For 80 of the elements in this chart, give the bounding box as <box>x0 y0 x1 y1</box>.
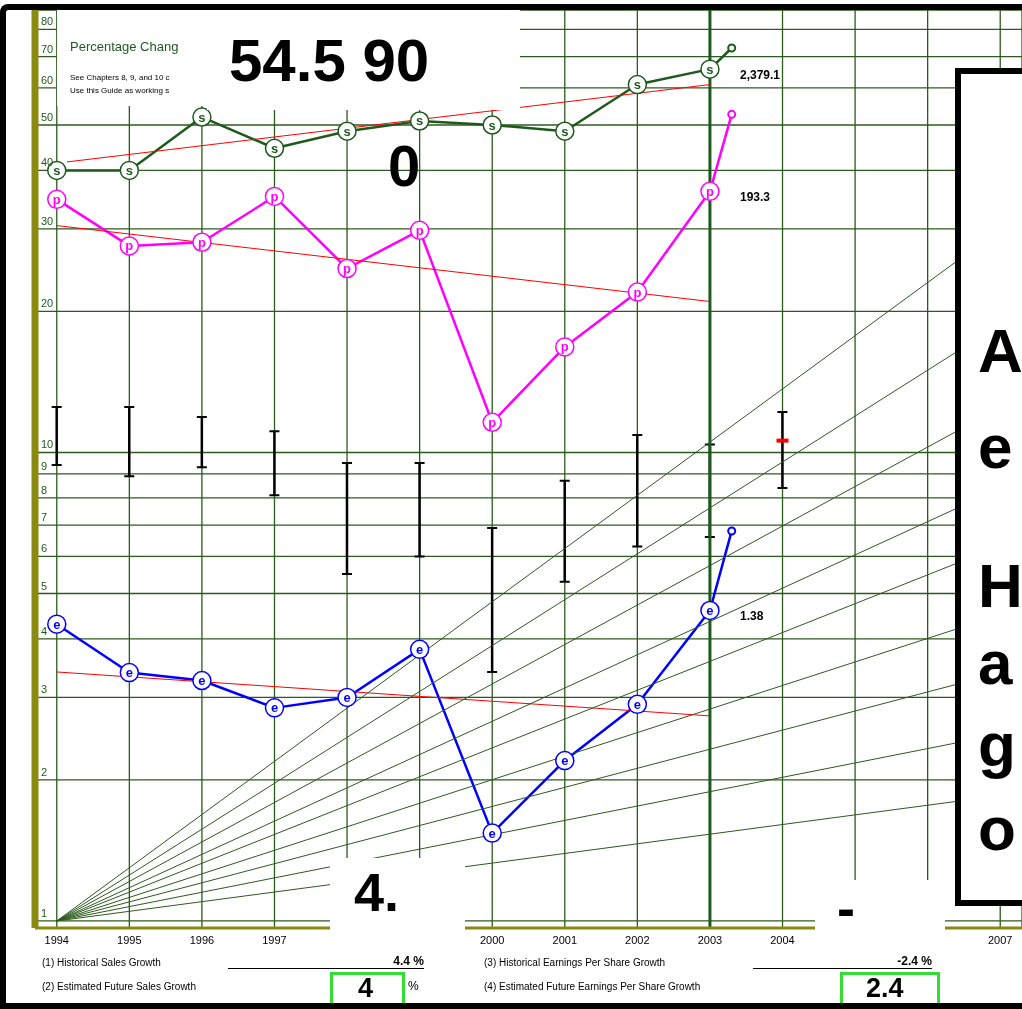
x-tick-label: 2003 <box>697 933 723 946</box>
y-tick-label: 5 <box>41 579 48 592</box>
y-tick-label: 3 <box>41 683 48 696</box>
text: (3) Historical Earnings Per Share Growth <box>484 957 666 969</box>
series-label: e <box>198 673 206 689</box>
text: p <box>52 191 61 207</box>
annotation: A <box>978 316 1022 385</box>
x-tick-label: 1996 <box>189 933 215 946</box>
text: s <box>633 77 641 93</box>
annotation: - <box>815 878 945 948</box>
text: s <box>270 140 279 156</box>
text: p <box>270 188 279 204</box>
annotation: 1.38 <box>740 609 764 623</box>
text: e <box>270 700 279 716</box>
text: p <box>560 339 569 355</box>
annotation: 4. <box>330 858 465 948</box>
text: s <box>488 117 496 133</box>
text: p <box>343 261 352 276</box>
x-tick-label: 2004 <box>770 933 795 946</box>
x-tick-label: 2000 <box>479 933 505 946</box>
text: (2) Estimated Future Sales Growth <box>42 981 196 993</box>
y-tick-label: 2 <box>41 765 48 778</box>
text: (1) Historical Sales Growth <box>42 957 161 969</box>
x-tick-label: 1994 <box>44 933 70 946</box>
x-tick-label: 2007 <box>987 933 1013 946</box>
y-tick-label: 80 <box>41 15 54 28</box>
text: 4.4 % <box>228 954 424 969</box>
text: p <box>488 414 497 430</box>
y-tick-label: 30 <box>41 214 54 227</box>
text: s <box>561 123 569 139</box>
annotation: H <box>978 551 1022 620</box>
text: p <box>633 284 642 300</box>
y-tick-label: 4 <box>41 624 48 637</box>
y-tick-label: 70 <box>41 42 54 55</box>
series-label: p <box>197 234 206 250</box>
text: p <box>125 238 134 254</box>
text: e <box>416 641 424 657</box>
text: e <box>125 665 133 681</box>
series-label: s <box>53 162 61 178</box>
y-tick-label: 7 <box>41 511 48 524</box>
y-tick-label: 8 <box>41 483 48 496</box>
annotation: 54.5 90 <box>207 10 520 110</box>
y-tick-label: 60 <box>41 73 54 86</box>
annotation: e <box>978 412 1013 481</box>
text: p <box>705 183 714 199</box>
text: e <box>633 696 641 712</box>
text: e <box>488 825 496 841</box>
annotation: Use this Guide as working s <box>70 86 170 96</box>
text: s <box>416 113 424 129</box>
annotation: See Chapters 8, 9, and 10 c <box>70 73 170 83</box>
x-tick-label: 2002 <box>625 933 650 946</box>
text: e <box>706 602 714 618</box>
text: s <box>198 109 206 125</box>
annotation: g <box>978 710 1016 779</box>
x-tick-label: 1997 <box>262 933 287 946</box>
text: e <box>561 753 569 769</box>
text: -2.4 % <box>753 954 932 969</box>
annotation: 193.3 <box>740 190 771 204</box>
text: 2.4 <box>866 973 904 1003</box>
text: s <box>343 123 351 139</box>
text: 4 <box>358 973 374 1003</box>
text: s <box>125 162 133 178</box>
x-tick-label: 1995 <box>117 933 142 946</box>
text: p <box>415 222 424 238</box>
text: % <box>408 979 419 993</box>
text: e <box>53 616 61 632</box>
text: e <box>343 689 351 705</box>
annotation: o <box>978 794 1016 863</box>
annotation: 2,379.1 <box>740 68 781 82</box>
y-tick-label: 20 <box>41 297 54 310</box>
y-tick-label: 6 <box>41 542 48 555</box>
text: s <box>706 61 714 77</box>
y-tick-label: 1 <box>41 906 48 919</box>
y-tick-label: 10 <box>41 438 54 451</box>
x-tick-label: 2001 <box>552 933 578 946</box>
annotation: a <box>978 628 1013 697</box>
text: (4) Estimated Future Earnings Per Share Growth <box>484 981 701 993</box>
annotation: Percentage Chang <box>70 39 179 54</box>
y-tick-label: 50 <box>41 111 54 124</box>
y-tick-label: 9 <box>41 459 48 472</box>
